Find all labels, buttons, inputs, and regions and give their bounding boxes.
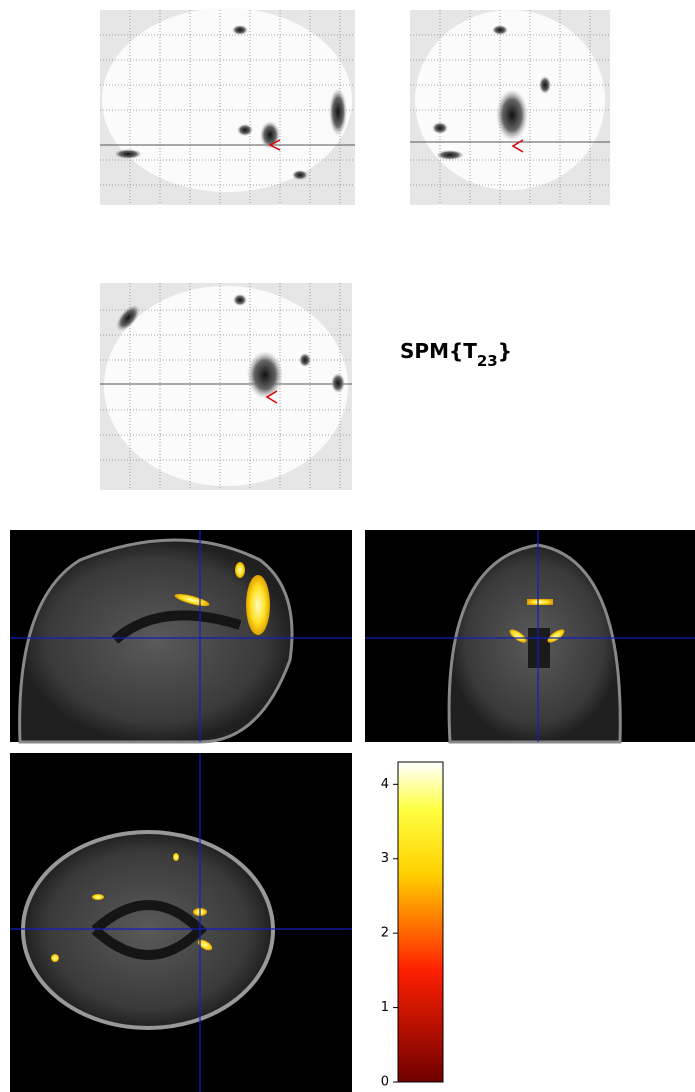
mri-coronal [365,530,695,742]
mri-sagittal [10,530,352,742]
colorbar: 0 1 2 3 4 [381,762,443,1090]
statistic-label: SPM{T23} [400,339,512,370]
glass-brain-sagittal [100,8,355,205]
colorbar-tick-label: 4 [381,777,389,792]
page: {"label": {"prefix": "SPM{T", "subscript… [0,0,695,1092]
label-subscript: 23 [477,352,498,370]
colorbar-tick-label: 1 [381,1000,389,1015]
colorbar-tick-label: 2 [381,926,389,941]
figure: SPM{T23} 01234 [0,0,695,1092]
colorbar-tick-label: 0 [381,1075,389,1090]
label-prefix: SPM{T [400,339,477,363]
label-suffix: } [498,339,512,363]
colorbar-tick-label: 3 [381,851,389,866]
glass-brain-coronal [410,10,610,205]
glass-brain-axial [100,283,352,490]
colorbar-scale [398,762,443,1082]
mri-axial [10,753,352,1092]
